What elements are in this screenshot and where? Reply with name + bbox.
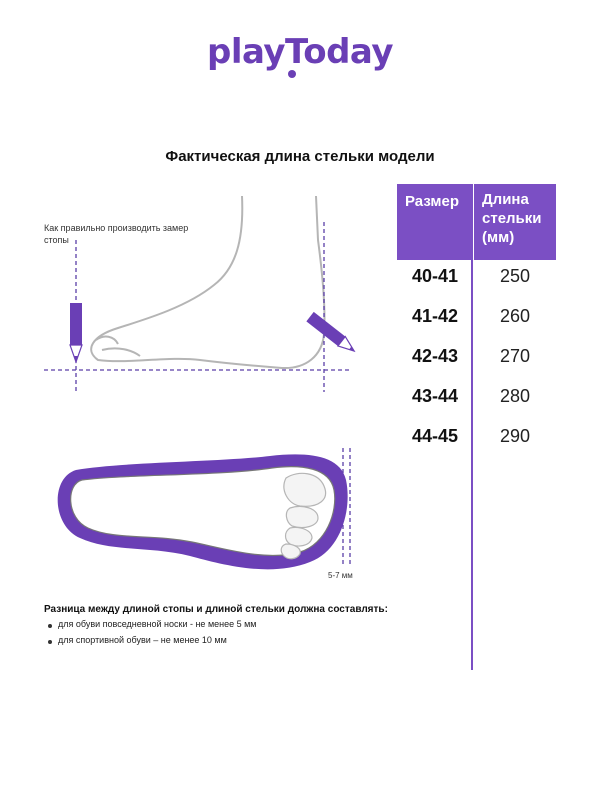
measure-instruction: Как правильно производить замер стопы xyxy=(44,223,189,245)
brand-logo: playToday xyxy=(207,32,394,72)
page-title: Фактическая длина стельки модели xyxy=(165,148,435,165)
insole-gap-label: 5-7 мм xyxy=(328,571,353,580)
length-cell: 270 xyxy=(499,346,531,366)
pencil-icon xyxy=(306,311,356,353)
table-row: 42-43 270 xyxy=(400,346,560,372)
note-item: для обуви повседневной носки - не менее … xyxy=(58,619,257,629)
foot-icon xyxy=(90,195,326,370)
size-cell: 42-43 xyxy=(411,346,459,366)
note-title: Разница между длиной стопы и длиной стел… xyxy=(44,604,388,615)
length-cell: 260 xyxy=(499,306,531,326)
table-row: 40-41 250 xyxy=(400,266,560,292)
bullet-icon xyxy=(48,640,52,644)
length-cell: 250 xyxy=(499,266,531,286)
pencil-icon xyxy=(69,303,83,364)
table-header-size: Размер xyxy=(397,184,471,260)
table-divider xyxy=(471,184,473,670)
insole-icon xyxy=(57,454,348,570)
size-cell: 41-42 xyxy=(411,306,459,326)
size-cell: 43-44 xyxy=(411,386,459,406)
length-cell: 290 xyxy=(499,426,531,446)
length-cell: 280 xyxy=(499,386,531,406)
bullet-icon xyxy=(48,624,52,628)
logo-dot-icon xyxy=(288,70,296,78)
table-header-length: Длина стельки (мм) xyxy=(474,184,556,260)
table-row: 43-44 280 xyxy=(400,386,560,412)
size-cell: 40-41 xyxy=(411,266,459,286)
table-row: 41-42 260 xyxy=(400,306,560,332)
note-item: для спортивной обуви – не менее 10 мм xyxy=(58,635,227,645)
table-row: 44-45 290 xyxy=(400,426,560,452)
size-cell: 44-45 xyxy=(411,426,459,446)
